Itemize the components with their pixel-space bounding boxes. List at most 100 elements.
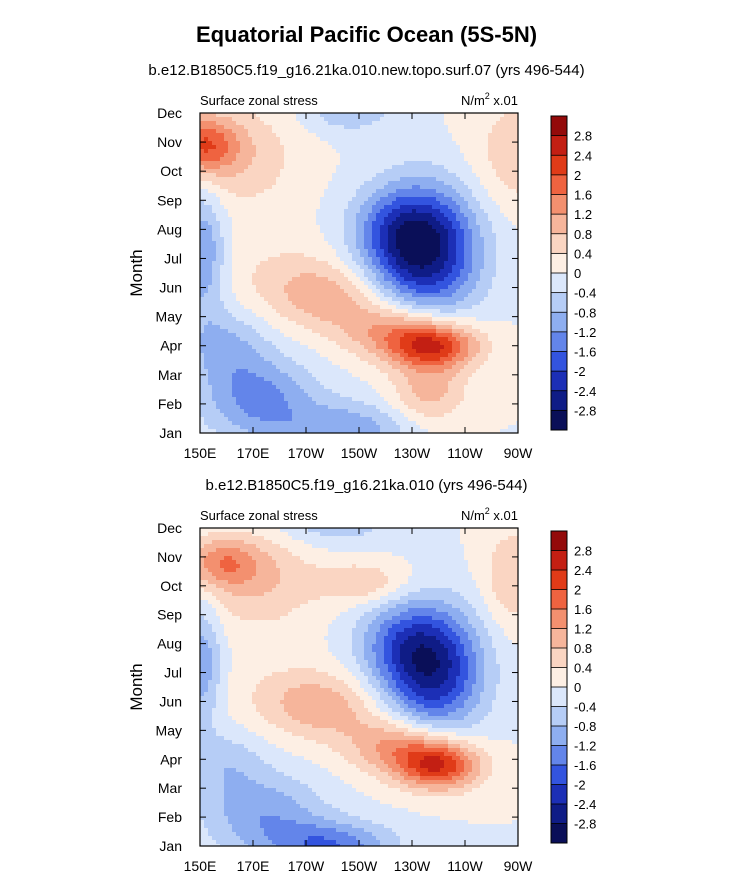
contour-cell bbox=[480, 189, 485, 194]
contour-cell bbox=[400, 133, 405, 138]
contour-cell bbox=[484, 141, 489, 146]
contour-cell bbox=[268, 225, 273, 230]
contour-cell bbox=[336, 201, 341, 206]
contour-cell bbox=[292, 121, 297, 126]
contour-cell bbox=[284, 281, 289, 286]
contour-cell bbox=[300, 329, 305, 334]
contour-cell bbox=[340, 289, 345, 294]
contour-cell bbox=[380, 245, 385, 250]
contour-cell bbox=[488, 133, 493, 138]
contour-cell bbox=[444, 225, 449, 230]
contour-cell bbox=[464, 249, 469, 254]
contour-cell bbox=[216, 317, 221, 322]
contour-cell bbox=[444, 261, 449, 266]
contour-cell bbox=[312, 213, 317, 218]
contour-cell bbox=[208, 245, 213, 250]
contour-cell bbox=[404, 237, 409, 242]
contour-cell bbox=[492, 321, 497, 326]
contour-cell bbox=[516, 213, 519, 218]
contour-cell bbox=[432, 229, 437, 234]
contour-cell bbox=[480, 181, 485, 186]
contour-cell bbox=[272, 337, 277, 342]
contour-cell bbox=[236, 177, 241, 182]
contour-cell bbox=[444, 137, 449, 142]
contour-cell bbox=[392, 117, 397, 122]
contour-cell bbox=[244, 253, 249, 258]
contour-cell bbox=[380, 173, 385, 178]
contour-cell bbox=[204, 201, 209, 206]
contour-cell bbox=[464, 237, 469, 242]
contour-cell bbox=[484, 233, 489, 238]
contour-cell bbox=[204, 133, 209, 138]
contour-cell bbox=[376, 237, 381, 242]
contour-cell bbox=[504, 249, 509, 254]
contour-cell bbox=[408, 149, 413, 154]
contour-cell bbox=[460, 133, 465, 138]
contour-cell bbox=[232, 329, 237, 334]
contour-cell bbox=[284, 341, 289, 346]
contour-cell bbox=[264, 205, 269, 210]
contour-cell bbox=[312, 281, 317, 286]
contour-cell bbox=[424, 357, 429, 362]
contour-cell bbox=[508, 257, 513, 262]
contour-cell bbox=[356, 333, 361, 338]
contour-cell bbox=[376, 357, 381, 362]
contour-cell bbox=[508, 129, 513, 134]
contour-cell bbox=[336, 261, 341, 266]
contour-cell bbox=[508, 197, 513, 202]
contour-cell bbox=[328, 309, 333, 314]
contour-cell bbox=[276, 257, 281, 262]
contour-cell bbox=[504, 209, 509, 214]
contour-cell bbox=[308, 325, 313, 330]
contour-cell bbox=[348, 181, 353, 186]
contour-cell bbox=[284, 153, 289, 158]
contour-cell bbox=[316, 165, 321, 170]
contour-cell bbox=[228, 317, 233, 322]
contour-cell bbox=[224, 213, 229, 218]
contour-cell bbox=[308, 205, 313, 210]
contour-cell bbox=[492, 149, 497, 154]
contour-cell bbox=[492, 281, 497, 286]
contour-cell bbox=[360, 189, 365, 194]
contour-cell bbox=[492, 225, 497, 230]
contour-cell bbox=[272, 305, 277, 310]
contour-cell bbox=[496, 189, 501, 194]
contour-cell bbox=[308, 173, 313, 178]
contour-cell bbox=[440, 289, 445, 294]
contour-cell bbox=[376, 285, 381, 290]
contour-cell bbox=[452, 301, 457, 306]
contour-cell bbox=[248, 153, 253, 158]
contour-cell bbox=[204, 257, 209, 262]
contour-cell bbox=[356, 177, 361, 182]
contour-cell bbox=[376, 353, 381, 358]
contour-cell bbox=[324, 157, 329, 162]
contour-cell bbox=[320, 349, 325, 354]
contour-cell bbox=[208, 161, 213, 166]
contour-cell bbox=[312, 293, 317, 298]
contour-cell bbox=[344, 193, 349, 198]
contour-cell bbox=[448, 213, 453, 218]
contour-cell bbox=[268, 305, 273, 310]
contour-cell bbox=[300, 137, 305, 142]
contour-cell bbox=[288, 353, 293, 358]
contour-cell bbox=[396, 293, 401, 298]
contour-cell bbox=[272, 325, 277, 330]
contour-cell bbox=[420, 169, 425, 174]
contour-cell bbox=[252, 169, 257, 174]
contour-cell bbox=[212, 257, 217, 262]
contour-cell bbox=[284, 133, 289, 138]
contour-cell bbox=[292, 181, 297, 186]
contour-cell bbox=[488, 317, 493, 322]
contour-cell bbox=[392, 125, 397, 130]
contour-cell bbox=[328, 277, 333, 282]
contour-cell bbox=[492, 257, 497, 262]
contour-cell bbox=[204, 173, 209, 178]
contour-cell bbox=[508, 125, 513, 130]
contour-cell bbox=[488, 305, 493, 310]
contour-cell bbox=[208, 333, 213, 338]
contour-cell bbox=[340, 145, 345, 150]
contour-cell bbox=[288, 189, 293, 194]
contour-cell bbox=[224, 177, 229, 182]
contour-cell bbox=[516, 253, 519, 258]
contour-cell bbox=[260, 257, 265, 262]
